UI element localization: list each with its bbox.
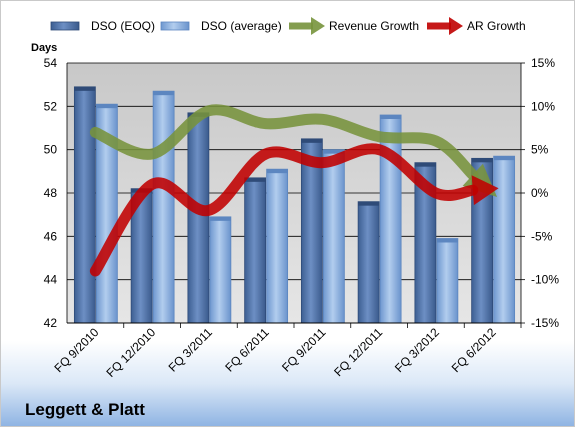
x-tick-label: FQ 9/2010 bbox=[52, 325, 102, 375]
bar-top-cap bbox=[493, 156, 515, 161]
company-label: Leggett & Platt bbox=[25, 400, 145, 419]
right-tick-label: -10% bbox=[531, 273, 559, 287]
bar-top-cap bbox=[209, 216, 231, 221]
bar-top-cap bbox=[436, 238, 458, 243]
bar-top-cap bbox=[266, 169, 288, 174]
legend-label-dso-eoq-: DSO (EOQ) bbox=[91, 19, 155, 33]
bar-dso-average bbox=[209, 216, 232, 324]
legend-arrow-ar-growth bbox=[449, 17, 463, 35]
bar-dso-average bbox=[493, 155, 516, 324]
legend-label-revenue-growth: Revenue Growth bbox=[329, 19, 419, 33]
x-tick-label: FQ 6/2012 bbox=[449, 325, 499, 375]
left-tick-label: 48 bbox=[44, 186, 58, 200]
bar-top-cap bbox=[153, 91, 175, 96]
left-tick-label: 52 bbox=[44, 99, 58, 113]
legend-label-ar-growth: AR Growth bbox=[467, 19, 526, 33]
bar-dso-average bbox=[152, 90, 175, 324]
bar-top-cap bbox=[244, 177, 266, 182]
bar-dso-average bbox=[266, 168, 289, 324]
bar-top-cap bbox=[358, 201, 380, 206]
x-tick-label: FQ 3/2011 bbox=[166, 325, 216, 375]
bar-dso-average bbox=[436, 238, 459, 324]
bar-dso-eoq bbox=[357, 201, 380, 324]
bar-top-cap bbox=[301, 138, 323, 143]
x-tick-label: FQ 6/2011 bbox=[222, 325, 272, 375]
bar-top-cap bbox=[414, 162, 436, 167]
left-tick-label: 46 bbox=[44, 229, 58, 243]
legend-swatch-dso-eoq- bbox=[50, 21, 80, 31]
right-tick-label: 0% bbox=[531, 186, 549, 200]
left-tick-label: 54 bbox=[44, 56, 58, 70]
bar-top-cap bbox=[471, 158, 493, 163]
x-tick-label: FQ 9/2011 bbox=[279, 325, 329, 375]
right-tick-label: -15% bbox=[531, 316, 559, 330]
legend-label-dso-average-: DSO (average) bbox=[201, 19, 282, 33]
legend-arrow-revenue-growth bbox=[311, 17, 325, 35]
arrowhead-ar-growth bbox=[471, 175, 499, 206]
x-tick-label: FQ 12/2011 bbox=[331, 325, 385, 379]
left-tick-label: 44 bbox=[44, 273, 58, 287]
bar-top-cap bbox=[96, 104, 118, 109]
left-tick-label: 42 bbox=[44, 316, 58, 330]
series-line-ar-growth bbox=[89, 143, 479, 277]
x-tick-label: FQ 12/2010 bbox=[104, 325, 159, 380]
bar-dso-eoq bbox=[73, 86, 96, 324]
left-tick-label: 50 bbox=[44, 143, 58, 157]
bar-top-cap bbox=[323, 149, 345, 154]
bar-top-cap bbox=[74, 86, 96, 91]
bar-top-cap bbox=[380, 115, 402, 119]
bar-dso-eoq bbox=[244, 177, 267, 324]
right-tick-label: -5% bbox=[531, 229, 553, 243]
right-tick-label: 10% bbox=[531, 99, 555, 113]
x-tick-label: FQ 3/2012 bbox=[392, 325, 442, 375]
legend-swatch-dso-average- bbox=[160, 21, 190, 31]
left-axis-title: Days bbox=[31, 42, 57, 54]
bar-dso-eoq bbox=[187, 112, 210, 324]
right-tick-label: 15% bbox=[531, 56, 555, 70]
series-line-revenue-growth bbox=[89, 104, 479, 181]
bar-dso-average bbox=[322, 149, 345, 324]
right-tick-label: 5% bbox=[531, 143, 549, 157]
